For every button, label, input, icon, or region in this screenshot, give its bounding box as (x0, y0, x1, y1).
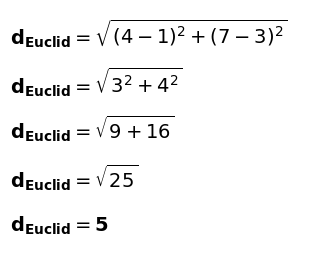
Text: $\mathbf{d}_{\mathbf{Euclid}} = \sqrt{25}$: $\mathbf{d}_{\mathbf{Euclid}} = \sqrt{25… (10, 162, 138, 192)
Text: $\mathbf{d}_{\mathbf{Euclid}} = \sqrt{3^2 + 4^2}$: $\mathbf{d}_{\mathbf{Euclid}} = \sqrt{3^… (10, 66, 183, 99)
Text: $\mathbf{d}_{\mathbf{Euclid}} = \sqrt{9+16}$: $\mathbf{d}_{\mathbf{Euclid}} = \sqrt{9+… (10, 113, 174, 144)
Text: $\mathbf{d}_{\mathbf{Euclid}} = \mathbf{5}$: $\mathbf{d}_{\mathbf{Euclid}} = \mathbf{… (10, 215, 109, 237)
Text: $\mathbf{d}_{\mathbf{Euclid}} = \sqrt{(4-1)^2 + (7-3)^2}$: $\mathbf{d}_{\mathbf{Euclid}} = \sqrt{(4… (10, 17, 287, 50)
